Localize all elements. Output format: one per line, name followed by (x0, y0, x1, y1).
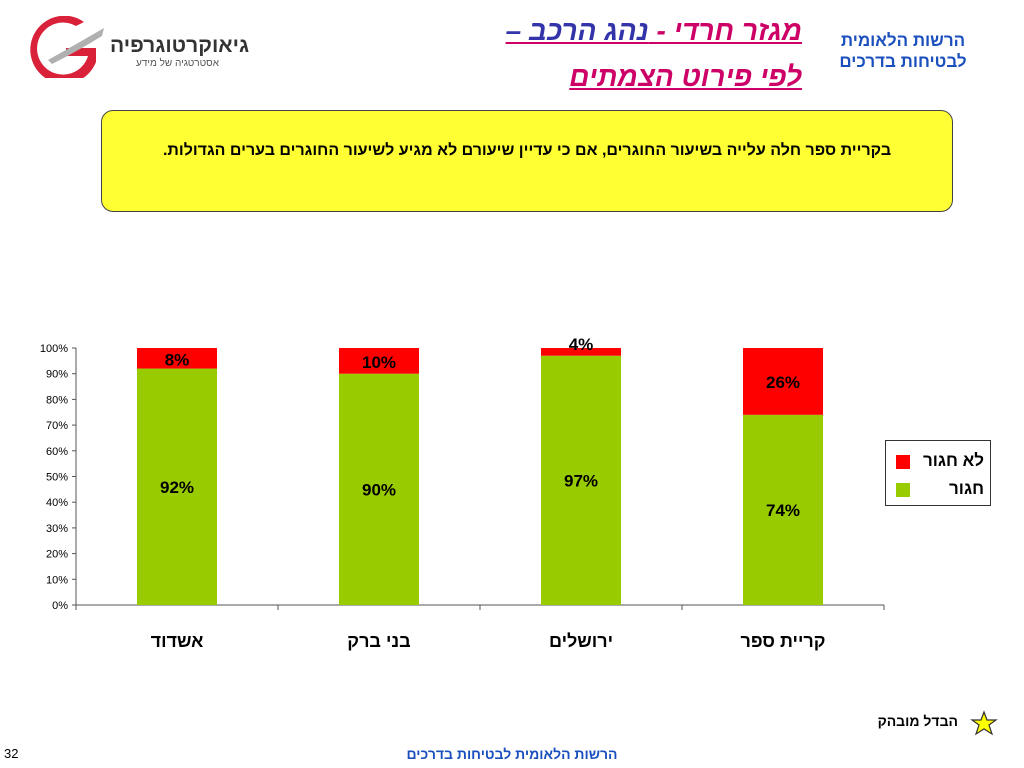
bar-segment-not-belted (743, 348, 823, 415)
y-tick-label: 50% (46, 472, 68, 484)
logo-tagline: אסטרטגיה של מידע (136, 58, 219, 69)
title-part1: מגזר חרדי - (648, 15, 802, 46)
star-icon (970, 710, 998, 736)
bar-segment-belted (137, 368, 217, 605)
legend-item-not-belted: לא חגור (886, 451, 990, 473)
data-label: 10% (362, 353, 396, 372)
data-label: 92% (160, 478, 194, 497)
stacked-bar-chart: 0% 10% 20% 30% 40% 50% 60% 70% 80% 90% 100% 92% 8% אש… (40, 335, 885, 651)
chart-legend: לא חגור חגור (885, 440, 991, 506)
footer-org: הרשות הלאומית לבטיחות בדרכים (406, 746, 618, 762)
org-name: הרשות הלאומית לבטיחות בדרכים (818, 30, 988, 72)
y-tick-label: 30% (46, 523, 68, 535)
legend-swatch-belted (896, 483, 910, 497)
y-tick-label: 10% (46, 574, 68, 586)
note-text: בקריית ספר חלה עלייה בשיעור החוגרים, אם … (162, 142, 892, 159)
y-tick-label: 70% (46, 420, 68, 432)
data-label: 97% (564, 471, 598, 490)
title-line2: לפי פירוט הצמתים (569, 61, 802, 92)
page-number: 32 (4, 746, 19, 761)
data-label: 74% (766, 501, 800, 520)
bar-segment-not-belted (339, 348, 419, 374)
legend-item-belted: חגור (886, 479, 990, 501)
bar-segment-not-belted (541, 348, 621, 356)
category-label: אשדוד (151, 631, 204, 651)
y-tick-label: 40% (46, 497, 68, 509)
y-tick-label: 20% (46, 549, 68, 561)
data-label: 26% (766, 373, 800, 392)
legend-label-not-belted: לא חגור (922, 451, 984, 470)
data-label: 4% (569, 335, 594, 354)
y-tick-label: 90% (46, 369, 68, 381)
category-label: ירושלים (549, 631, 613, 651)
bar-segment-belted (541, 355, 621, 605)
category-label: קריית ספר (740, 631, 825, 651)
title-part2: נהג הרכב – (505, 15, 649, 46)
y-tick-label: 100% (40, 343, 68, 355)
org-line1: הרשות הלאומית (840, 31, 966, 50)
category-label: בני ברק (347, 631, 410, 651)
logo-brand-text: גיאוקרטוגרפיה (110, 34, 250, 57)
significant-difference-note: הבדל מובהק (877, 713, 958, 729)
org-line2: לבטיחות בדרכים (839, 52, 967, 71)
bar-segment-belted (339, 373, 419, 605)
geocartography-logo-mark (30, 15, 104, 84)
note-box: בקריית ספר חלה עלייה בשיעור החוגרים, אם … (101, 110, 953, 212)
company-logo: גיאוקרטוגרפיה אסטרטגיה של מידע (18, 15, 250, 84)
data-label: 8% (165, 350, 190, 369)
bar-segment-belted (743, 414, 823, 605)
legend-label-belted: חגור (949, 479, 984, 498)
legend-swatch-not-belted (896, 455, 910, 469)
data-label: 90% (362, 480, 396, 499)
bar-segment-not-belted (137, 348, 217, 369)
y-tick-label: 80% (46, 394, 68, 406)
y-tick-label: 60% (46, 446, 68, 458)
page-title: מגזר חרדי - נהג הרכב – לפי פירוט הצמתים (400, 8, 802, 100)
y-tick-label: 0% (52, 600, 68, 612)
